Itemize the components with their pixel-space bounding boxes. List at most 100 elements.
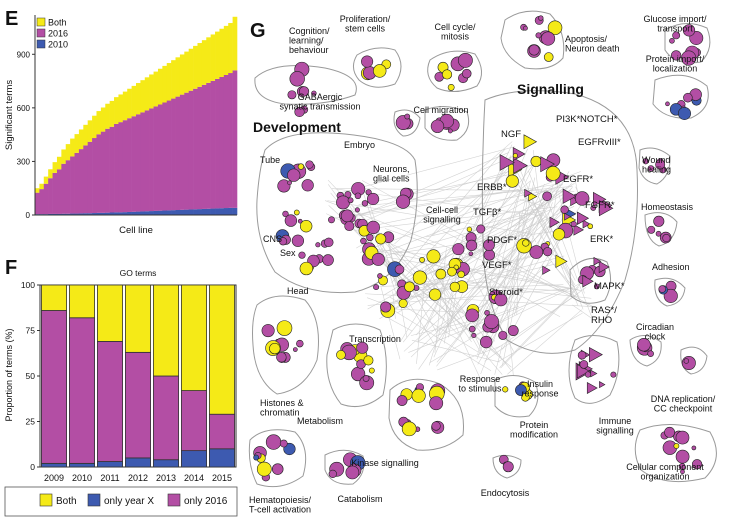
bar-segment <box>208 448 235 468</box>
network-node <box>287 168 301 182</box>
network-edge <box>379 301 492 371</box>
bar-2010 <box>179 209 185 215</box>
bar-2016 <box>78 149 84 214</box>
bar-2010 <box>232 207 238 215</box>
bar-Both <box>122 91 128 121</box>
bar-2010 <box>65 213 71 215</box>
bar-2010 <box>109 212 115 215</box>
network-node <box>669 37 675 44</box>
network-node <box>354 207 360 213</box>
bar-2010 <box>153 210 159 215</box>
hull-cognition <box>254 65 357 105</box>
network-edge <box>425 156 512 288</box>
bar-2010 <box>166 210 172 215</box>
panel-e-letter: E <box>5 8 19 30</box>
network-node <box>373 284 380 291</box>
bar-Both <box>105 103 110 129</box>
network-node-triangle <box>562 188 577 204</box>
network-node <box>483 249 495 261</box>
network-node <box>691 459 703 470</box>
network-node <box>380 301 392 313</box>
bar-2016 <box>118 122 124 213</box>
bar-Both <box>228 23 233 74</box>
network-node <box>662 233 671 243</box>
network-edge <box>333 189 519 219</box>
legend-swatch <box>36 39 46 49</box>
network-node <box>412 270 427 285</box>
network-node <box>299 261 314 276</box>
network-node <box>691 445 697 451</box>
network-node <box>512 153 518 159</box>
hull-adhesion <box>654 277 686 307</box>
network-node <box>447 128 453 134</box>
network-node-triangle <box>598 260 610 274</box>
hull-circadian <box>629 335 662 367</box>
network-edge <box>384 228 437 247</box>
x-tick-label: 2012 <box>128 473 148 483</box>
network-edge <box>425 208 553 267</box>
bar-Both <box>188 48 194 91</box>
bar-2010 <box>114 212 119 215</box>
y-tick-label: 75 <box>26 326 36 336</box>
bar-2016 <box>65 160 71 214</box>
cluster-label-response: Response to stimulus <box>458 374 502 393</box>
network-edge <box>417 317 451 343</box>
network-node <box>328 216 335 224</box>
network-node <box>292 347 298 352</box>
network-node <box>683 92 693 103</box>
network-edge <box>504 208 538 300</box>
legend-label: only year X <box>104 496 154 507</box>
bar-Both <box>171 60 176 99</box>
bar-2010 <box>100 212 106 215</box>
hull-catabolism <box>324 449 365 485</box>
bar-segment <box>69 284 96 319</box>
development-label: Development <box>253 119 341 135</box>
network-node <box>465 239 478 252</box>
cluster-label-cellcell: Cell-cell signalling <box>423 205 461 224</box>
bar-segment <box>208 284 235 415</box>
network-edge <box>336 188 575 192</box>
network-node <box>476 224 486 234</box>
bar-2010 <box>127 211 132 215</box>
bar-2016 <box>114 123 119 213</box>
bar-segment <box>41 462 68 468</box>
network-edge <box>572 304 592 319</box>
network-node <box>340 209 354 223</box>
network-node <box>282 210 289 218</box>
network-node <box>261 324 275 338</box>
bar-2016 <box>61 163 67 214</box>
network-node <box>373 64 387 78</box>
cluster-label-erk: ERK* <box>590 234 614 245</box>
y-tick-label: 300 <box>17 157 31 166</box>
network-node <box>610 371 617 378</box>
bar-2016 <box>228 73 233 208</box>
cluster-label-egfrviii: EGFRvIII* <box>578 137 621 148</box>
cluster-label-cellmig: Cell migration <box>413 105 468 115</box>
network-edge <box>437 345 501 371</box>
network-edge <box>380 287 401 360</box>
x-tick-label: 2015 <box>212 473 232 483</box>
bar-Both <box>149 74 154 109</box>
bar-2010 <box>87 213 93 215</box>
network-edge <box>469 183 545 339</box>
network-node <box>658 285 667 293</box>
cluster-label-mapk: MAPK* <box>594 281 625 292</box>
cluster-label-erbb: ERBB* <box>477 182 507 193</box>
network-edge <box>410 321 466 336</box>
bar-2010 <box>96 212 102 215</box>
network-node <box>683 358 690 364</box>
bar-2016 <box>232 70 238 208</box>
network-node <box>435 268 447 280</box>
bar-Both <box>197 43 203 87</box>
bar-Both <box>219 28 225 77</box>
bar-2016 <box>157 104 163 211</box>
network-node <box>484 314 499 330</box>
network-node-triangle <box>586 381 598 395</box>
network-edge <box>386 216 525 256</box>
network-node-triangle <box>513 157 528 174</box>
network-node <box>671 50 682 61</box>
bar-2010 <box>136 211 141 215</box>
network-edge <box>372 254 582 291</box>
cluster-label-pdgf: PDGF* <box>487 235 517 246</box>
cluster-label-histones: Histones & chromatin <box>260 398 304 417</box>
